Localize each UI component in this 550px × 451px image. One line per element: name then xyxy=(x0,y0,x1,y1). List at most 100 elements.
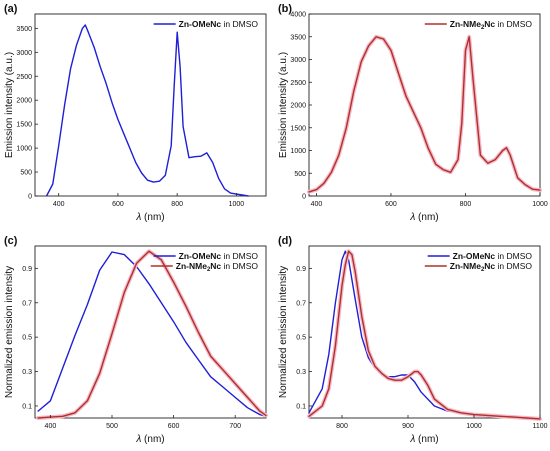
chart-panel-2: 400 500 600 700 0.1 0.3 0.5 0.7 0.9 λ (nm) Normali… xyxy=(4,235,268,445)
x-axis-unit: (nm) xyxy=(415,212,438,223)
chart-panel-1: 400 600 800 1000 0 500 1000 1500 2000 2500 3000 350… xyxy=(278,3,548,223)
panel-label: (a) xyxy=(4,3,18,15)
legend-name: Zn-NMe xyxy=(450,19,481,29)
x-axis-unit: (nm) xyxy=(415,434,438,445)
y-axis-label: Emission intensity (a.u.) xyxy=(278,52,289,158)
chart-panel-3: 800 900 1000 1100 0.1 0.3 0.5 0.7 0.9 λ (nm) Norma… xyxy=(278,235,548,445)
x-tick-label: 500 xyxy=(106,423,118,430)
y-tick-label: 0 xyxy=(28,194,32,201)
plot-frame xyxy=(34,245,267,419)
x-tick-label: 1000 xyxy=(532,201,548,208)
legend-suffix: in DMSO xyxy=(221,261,258,271)
series-line-0 xyxy=(308,36,541,193)
plot-frame xyxy=(308,13,541,197)
series-line-1 xyxy=(37,250,267,419)
x-tick-label: 900 xyxy=(402,423,414,430)
y-tick-label: 1000 xyxy=(16,146,32,153)
y-tick-label: 500 xyxy=(294,171,306,178)
y-tick-label: 3000 xyxy=(16,50,32,57)
y-tick-label: 4000 xyxy=(290,12,306,19)
y-tick-label: 2000 xyxy=(16,98,32,105)
y-tick-label: 1500 xyxy=(290,125,306,132)
legend: Zn-OMeNc in DMSO xyxy=(153,19,259,29)
y-tick-label: 0.7 xyxy=(296,300,306,307)
chart-panel-0: 400 600 800 1000 0 500 1000 1500 2000 2500 3000 350… xyxy=(4,3,267,223)
panel-label: (c) xyxy=(4,235,18,247)
legend-suffix: in DMSO xyxy=(495,19,532,29)
y-tick-label: 2500 xyxy=(290,80,306,87)
x-tick-label: 600 xyxy=(112,201,124,208)
x-axis-label: λ (nm) xyxy=(135,212,164,223)
x-axis-unit: (nm) xyxy=(141,212,164,223)
panel-label: (b) xyxy=(278,3,292,15)
legend-name: Zn-NMe xyxy=(450,261,481,271)
legend-entry-label: Zn-OMeNc in DMSO xyxy=(179,251,259,261)
x-axis-label: λ (nm) xyxy=(409,434,438,445)
legend-subscript: 2 xyxy=(481,25,485,31)
legend-suffix: in DMSO xyxy=(495,251,532,261)
series-halo xyxy=(307,34,542,194)
y-tick-label: 0.1 xyxy=(296,403,306,410)
y-tick-label: 0.1 xyxy=(22,403,32,410)
y-tick-label: 0.5 xyxy=(22,335,32,342)
plot-frame xyxy=(308,245,541,419)
y-tick-label: 2500 xyxy=(16,74,32,81)
series-line-1 xyxy=(308,250,541,420)
legend-name: Zn-OMeNc xyxy=(453,251,496,261)
legend-suffix: in DMSO xyxy=(221,19,258,29)
legend-name-rest: Nc xyxy=(484,261,495,271)
x-axis-symbol: λ xyxy=(409,212,415,223)
y-axis-label: Normalized emission intensity xyxy=(278,266,289,398)
x-tick-label: 800 xyxy=(171,201,183,208)
x-tick-label: 1000 xyxy=(466,423,482,430)
y-axis-label: Normalized emission intensity xyxy=(4,266,15,398)
x-tick-label: 700 xyxy=(229,423,241,430)
x-axis-symbol: λ xyxy=(135,212,141,223)
y-tick-label: 500 xyxy=(20,170,32,177)
y-tick-label: 2000 xyxy=(290,103,306,110)
legend-name-rest: Nc xyxy=(210,261,221,271)
legend-name: Zn-OMeNc xyxy=(179,251,222,261)
x-tick-label: 800 xyxy=(336,423,348,430)
x-axis-label: λ (nm) xyxy=(409,212,438,223)
y-axis-label: Emission intensity (a.u.) xyxy=(4,52,15,158)
x-axis-symbol: λ xyxy=(409,434,415,445)
legend-entry-label: Zn-OMeNc in DMSO xyxy=(179,19,259,29)
legend-entry-label: Zn-OMeNc in DMSO xyxy=(453,251,533,261)
y-tick-label: 0.9 xyxy=(296,266,306,273)
legend: Zn-NMe2Nc in DMSO xyxy=(424,19,533,31)
series-halo xyxy=(36,249,268,420)
legend-suffix: in DMSO xyxy=(495,261,532,271)
legend-subscript: 2 xyxy=(481,267,485,273)
y-tick-label: 1000 xyxy=(290,148,306,155)
y-tick-label: 3500 xyxy=(16,26,32,33)
legend-entry-label: Zn-NMe2Nc in DMSO xyxy=(176,261,259,273)
legend-entry-label: Zn-NMe2Nc in DMSO xyxy=(450,19,533,31)
y-tick-label: 0 xyxy=(302,194,306,201)
x-axis-label: λ (nm) xyxy=(135,434,164,445)
x-tick-label: 1100 xyxy=(532,423,547,430)
x-tick-label: 1000 xyxy=(229,201,245,208)
x-tick-label: 400 xyxy=(53,201,65,208)
y-tick-label: 0.3 xyxy=(22,369,32,376)
panel-label: (d) xyxy=(278,235,292,247)
x-axis-unit: (nm) xyxy=(141,434,164,445)
legend-entry-label: Zn-NMe2Nc in DMSO xyxy=(450,261,533,273)
x-tick-label: 400 xyxy=(311,201,323,208)
x-tick-label: 800 xyxy=(460,201,472,208)
legend-name: Zn-NMe xyxy=(176,261,207,271)
x-tick-label: 600 xyxy=(168,423,180,430)
y-tick-label: 0.9 xyxy=(22,266,32,273)
series-line-0 xyxy=(37,251,267,417)
y-tick-label: 0.5 xyxy=(296,335,306,342)
legend-subscript: 2 xyxy=(207,267,211,273)
y-tick-label: 3500 xyxy=(290,34,306,41)
x-axis-symbol: λ xyxy=(135,434,141,445)
plot-frame xyxy=(34,13,267,197)
x-tick-label: 400 xyxy=(45,423,57,430)
y-tick-label: 1500 xyxy=(16,122,32,129)
y-tick-label: 3000 xyxy=(290,57,306,64)
